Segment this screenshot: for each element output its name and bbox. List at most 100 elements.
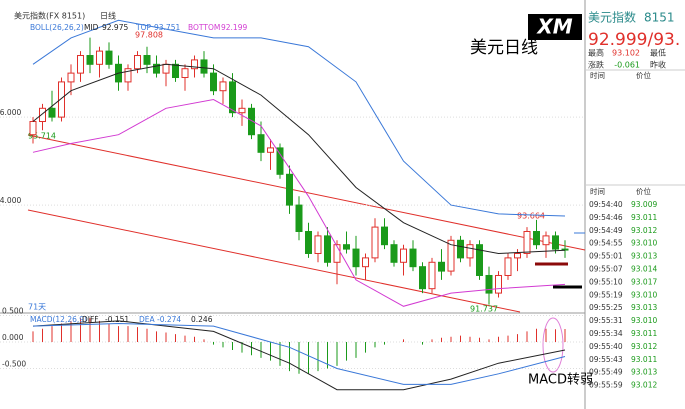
candle-body xyxy=(58,81,65,118)
candle-body xyxy=(428,261,436,290)
tick-price: 93.013 xyxy=(631,368,657,377)
candle-body xyxy=(514,252,521,259)
annotation: 97.808 xyxy=(135,31,163,40)
tick-price: 93.012 xyxy=(631,342,657,351)
candle-body xyxy=(248,107,255,136)
quote-name: 美元指数 xyxy=(588,10,636,25)
annotation: 71天 xyxy=(28,303,46,312)
candle-body xyxy=(276,147,284,175)
tick-price: 93.012 xyxy=(631,226,657,235)
candle-body xyxy=(124,68,132,83)
tick-price: 93.011 xyxy=(631,329,657,338)
value: 93.102 xyxy=(612,49,640,58)
annotation: 91.737 xyxy=(470,305,498,314)
logo-bg xyxy=(528,14,582,40)
column-header: 价位 xyxy=(636,70,651,80)
legend-text: BOLL(26,26,2) xyxy=(30,23,84,32)
tick-price: 93.009 xyxy=(631,200,657,209)
candle-body xyxy=(324,235,331,263)
tick-time: 09:55:59 xyxy=(589,381,623,390)
legend-text: TOP xyxy=(135,23,151,32)
label: 最低 xyxy=(650,48,666,58)
legend-text: DIFF xyxy=(82,315,99,324)
column-header: 时间 xyxy=(590,186,605,196)
tick-time: 09:54:46 xyxy=(589,213,623,222)
candle-body xyxy=(371,226,379,259)
y-tick-label: 94.000 xyxy=(0,196,21,205)
candle-body xyxy=(390,244,398,263)
tick-price: 93.011 xyxy=(631,355,657,364)
tick-time: 09:55:25 xyxy=(589,303,623,312)
candle-body xyxy=(542,235,550,246)
candle-body xyxy=(77,55,84,74)
candle-body xyxy=(143,55,151,65)
legend-text: 92.199 xyxy=(221,23,247,32)
tick-time: 09:55:07 xyxy=(589,265,623,274)
candle-body xyxy=(552,235,559,250)
indicator-line xyxy=(32,19,566,217)
tick-price: 93.013 xyxy=(631,252,657,261)
column-header: 时间 xyxy=(590,70,605,80)
tick-time: 09:55:31 xyxy=(589,316,623,325)
candle-body xyxy=(343,244,350,250)
candle-body xyxy=(457,239,464,259)
candle-body xyxy=(181,68,189,79)
y-tick-label: 0.500 xyxy=(2,307,24,316)
candle-body xyxy=(381,226,388,246)
candle-body xyxy=(162,63,170,74)
tick-time: 09:55:19 xyxy=(589,290,623,299)
period[interactable]: 日线 xyxy=(100,11,116,21)
candle-body xyxy=(86,55,94,65)
candle-body xyxy=(238,107,246,114)
label: 涨跌 xyxy=(588,60,604,70)
candle-body xyxy=(409,248,417,268)
legend-text: MID xyxy=(84,23,99,32)
y-tick-label: 96.000 xyxy=(0,108,21,117)
symbol[interactable]: 美元指数(FX 8151) xyxy=(14,11,85,21)
candle-body xyxy=(333,244,341,263)
tick-price: 93.011 xyxy=(631,213,657,222)
label: 昨收 xyxy=(650,60,666,70)
trend-line xyxy=(27,209,521,313)
y-tick-label: 0.000 xyxy=(2,333,24,342)
logo: XM xyxy=(535,15,572,39)
candle-body xyxy=(295,204,303,232)
candle-body xyxy=(314,235,322,254)
indicator-line xyxy=(32,322,566,385)
quote-price: 92.999/93. xyxy=(588,30,680,50)
legend-text: -0.151 xyxy=(105,315,129,324)
candle-body xyxy=(153,63,160,74)
tick-time: 09:55:40 xyxy=(589,342,623,351)
label: 最高 xyxy=(588,48,604,58)
candle-body xyxy=(305,230,312,254)
legend-text: MACD(12,26,9) xyxy=(30,315,87,324)
candle-body xyxy=(96,50,103,65)
column-header: 价位 xyxy=(636,186,651,196)
tick-price: 93.010 xyxy=(631,290,657,299)
tick-price: 93.010 xyxy=(631,239,657,248)
candle-body xyxy=(561,248,569,251)
y-tick-label: -0.500 xyxy=(2,360,26,369)
candle-body xyxy=(39,107,46,123)
tick-price: 93.010 xyxy=(631,316,657,325)
candle-body xyxy=(533,230,540,246)
tick-time: 09:54:49 xyxy=(589,226,623,235)
candle-body xyxy=(352,248,360,268)
chart-note: MACD转弱 xyxy=(528,373,593,388)
candle-body xyxy=(438,261,445,272)
tick-time: 09:55:10 xyxy=(589,277,623,286)
candle-body xyxy=(257,134,265,153)
candle-body xyxy=(210,72,217,92)
candle-body xyxy=(485,274,493,294)
annotation: 93.664 xyxy=(517,212,545,221)
legend-text: 0.246 xyxy=(191,315,213,324)
tick-time: 09:55:34 xyxy=(589,329,623,338)
tick-price: 93.014 xyxy=(631,265,657,274)
highlight xyxy=(542,317,564,373)
indicator-line xyxy=(32,63,566,254)
legend-text: 92.975 xyxy=(102,23,128,32)
candle-body xyxy=(447,239,455,272)
legend-text: DEA xyxy=(139,315,156,324)
